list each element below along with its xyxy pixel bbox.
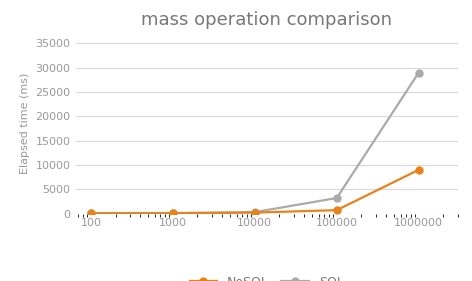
SQL [170,211,176,215]
NoSQL [416,168,421,171]
SQL [252,210,258,214]
NoSQL [170,212,176,215]
NoSQL [334,209,339,212]
Legend: NoSQL, SQL: NoSQL, SQL [185,270,349,281]
SQL [334,196,339,200]
Line: NoSQL: NoSQL [87,166,422,217]
SQL [88,211,93,215]
Y-axis label: Elapsed time (ms): Elapsed time (ms) [20,73,30,174]
NoSQL [252,211,258,214]
SQL [416,71,421,74]
NoSQL [88,212,93,215]
Line: SQL: SQL [87,69,422,217]
Title: mass operation comparison: mass operation comparison [141,12,392,30]
